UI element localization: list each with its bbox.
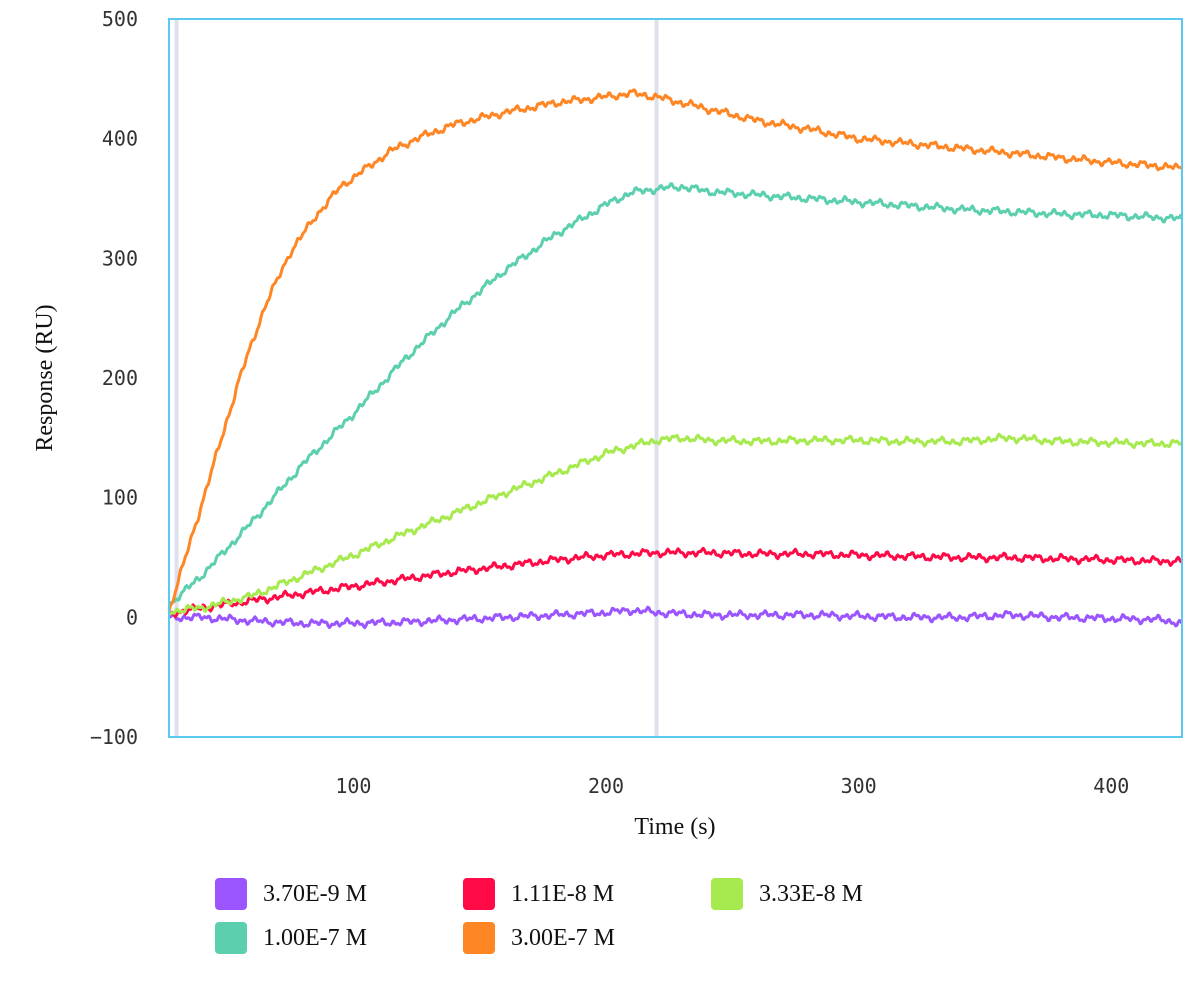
y-tick-label: 0 — [126, 605, 138, 629]
y-axis-title: Response (RU) — [32, 304, 58, 451]
vertical-markers — [174, 19, 659, 737]
y-tick-label: −100 — [90, 725, 138, 749]
x-tick-label: 300 — [841, 774, 877, 798]
legend-label: 1.11E-8 M — [511, 880, 615, 907]
x-tick-label: 100 — [335, 774, 371, 798]
legend-label: 3.00E-7 M — [511, 924, 615, 951]
series-lines — [167, 88, 1184, 630]
legend-item-3[interactable]: 1.00E-7 M — [215, 920, 463, 956]
y-tick-label: 100 — [102, 486, 138, 510]
y-tick-label: 300 — [102, 246, 138, 270]
legend: 3.70E-9 M 1.11E-8 M 3.33E-8 M 1.00E-7 M 3.00… — [215, 876, 1175, 956]
legend-swatch — [215, 878, 247, 910]
legend-swatch — [463, 878, 495, 910]
legend-item-0[interactable]: 3.70E-9 M — [215, 876, 463, 912]
x-tick-label: 200 — [588, 774, 624, 798]
y-tick-label: 400 — [102, 127, 138, 151]
legend-label: 3.70E-9 M — [263, 880, 367, 907]
y-tick-label: 200 — [102, 366, 138, 390]
series-line-2 — [168, 432, 1183, 616]
series-line-1 — [167, 546, 1183, 619]
series-line-0 — [168, 605, 1184, 630]
x-tick-labels: 100 200 300 400 — [335, 774, 1129, 798]
legend-swatch — [711, 878, 743, 910]
legend-label: 3.33E-8 M — [759, 880, 863, 907]
plot-frame — [168, 18, 1183, 738]
y-tick-labels: −100 0 100 200 300 400 500 — [90, 7, 138, 749]
legend-swatch — [463, 922, 495, 954]
x-tick-label: 400 — [1093, 774, 1129, 798]
series-line-4 — [167, 88, 1183, 612]
x-axis-title: Time (s) — [634, 814, 715, 840]
series-line-3 — [167, 182, 1184, 610]
y-tick-label: 500 — [102, 7, 138, 31]
legend-item-2[interactable]: 3.33E-8 M — [711, 876, 959, 912]
legend-swatch — [215, 922, 247, 954]
legend-label: 1.00E-7 M — [263, 924, 367, 951]
legend-item-1[interactable]: 1.11E-8 M — [463, 876, 711, 912]
legend-item-4[interactable]: 3.00E-7 M — [463, 920, 711, 956]
